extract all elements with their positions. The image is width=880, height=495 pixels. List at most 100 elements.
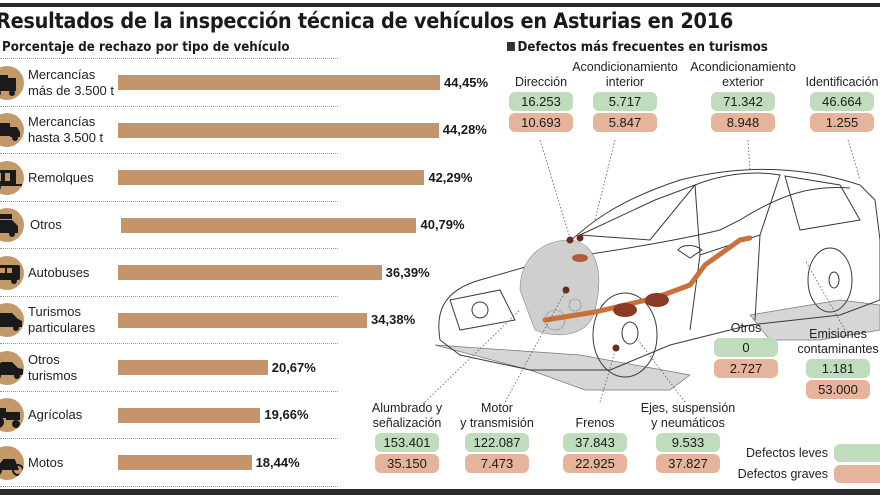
row-separator bbox=[0, 200, 338, 202]
bar-label-line: Autobuses bbox=[28, 264, 90, 280]
bar-label: Agrícolas bbox=[28, 407, 82, 423]
callout-dot bbox=[562, 286, 570, 294]
page-title: Resultados de la inspección técnica de v… bbox=[0, 9, 734, 33]
leader-motor bbox=[504, 289, 567, 403]
bar-label-line: Motos bbox=[28, 454, 64, 470]
steering-box bbox=[572, 254, 588, 262]
defect-value-text: 1.181 bbox=[821, 361, 855, 376]
defect-value-leves: 0 bbox=[714, 338, 778, 357]
defect-value-leves: 16.253 bbox=[509, 92, 573, 111]
front-wheel bbox=[592, 292, 658, 378]
side-mirror bbox=[677, 245, 703, 259]
row-separator bbox=[0, 105, 338, 107]
leader-identificacion bbox=[847, 140, 861, 181]
defect-value-text: 2.727 bbox=[729, 361, 763, 376]
bar bbox=[118, 170, 425, 186]
row-separator bbox=[0, 485, 338, 487]
defect-identificacion: Identificación 46.664 1.255 bbox=[804, 60, 880, 132]
leader-interior bbox=[594, 140, 616, 221]
car-body bbox=[438, 168, 880, 378]
defect-value-text: 53.000 bbox=[818, 382, 858, 397]
defect-value-text: 35.150 bbox=[387, 456, 427, 471]
leader-direccion bbox=[539, 140, 571, 239]
defect-label: Acondicionamiento bbox=[572, 60, 678, 74]
defect-value-text: 153.401 bbox=[383, 435, 431, 450]
bar-value-label: 19,66% bbox=[264, 407, 309, 423]
bar-value-label: 44,28% bbox=[442, 122, 487, 138]
defect-label: interior bbox=[605, 75, 645, 89]
row-separator bbox=[0, 438, 338, 439]
defect-value-leves: 71.342 bbox=[711, 92, 775, 111]
defect-value-text: 7.473 bbox=[480, 456, 514, 471]
defect-acond-exterior: Acondicionamiento exterior 71.342 8.948 bbox=[686, 60, 800, 132]
defect-value-graves: 53.000 bbox=[806, 380, 870, 399]
bar-label-line: Mercancías bbox=[28, 114, 96, 130]
defect-acond-interior: Acondicionamiento interior 5.717 5.847 bbox=[568, 60, 682, 132]
bar-label: Otros turismos bbox=[28, 352, 77, 384]
brand-logo bbox=[471, 301, 489, 319]
defect-value-leves: 122.087 bbox=[465, 433, 529, 452]
spacer bbox=[560, 401, 630, 416]
bar bbox=[118, 407, 261, 423]
legend: Defectos leves Defectos graves bbox=[738, 444, 880, 486]
tractor-icon bbox=[0, 398, 24, 433]
defect-value-text: 46.664 bbox=[822, 94, 862, 109]
spacer bbox=[804, 60, 880, 75]
bar bbox=[118, 75, 440, 91]
bar bbox=[118, 360, 268, 376]
defect-label: Dirección bbox=[514, 75, 568, 89]
defect-otros: Otros 0 2.727 bbox=[712, 321, 780, 378]
bar-label: Mercancías hasta 3.500 t bbox=[28, 114, 103, 146]
bar-row: Autobuses 36,39% bbox=[0, 248, 480, 296]
bar bbox=[118, 312, 368, 328]
defect-label: contaminantes bbox=[797, 342, 879, 356]
bar-label-line: Otros bbox=[28, 351, 60, 367]
rear-wheel bbox=[807, 247, 853, 313]
defect-value-text: 122.087 bbox=[473, 435, 521, 450]
defect-emisiones: Emisiones contaminantes 1.181 53.000 bbox=[796, 327, 880, 399]
car-icon bbox=[0, 303, 24, 338]
leader-ejes bbox=[637, 339, 686, 403]
bar-label-line: particulares bbox=[28, 320, 96, 336]
bar-label: Otros bbox=[30, 217, 62, 233]
bar-label-line: Agrícolas bbox=[28, 407, 83, 423]
defect-value-text: 5.847 bbox=[608, 115, 642, 130]
defect-value-graves: 37.827 bbox=[656, 454, 720, 473]
defect-value-graves: 22.925 bbox=[563, 454, 627, 473]
defects-title-wrap: Defectos más frecuentes en turismos bbox=[507, 39, 768, 55]
bar-label-line: hasta 3.500 t bbox=[28, 130, 104, 146]
exhaust-pipe bbox=[542, 235, 753, 323]
bar-row: Mercancías más de 3.500 t 44,45% bbox=[0, 58, 488, 106]
legend-item-leves: Defectos leves bbox=[740, 444, 880, 463]
defect-value-text: 16.253 bbox=[521, 94, 561, 109]
bar-value-label: 18,44% bbox=[255, 454, 300, 470]
top-rule bbox=[0, 3, 880, 7]
inspection-ramps bbox=[434, 299, 880, 391]
bar-label-line: Mercancías bbox=[28, 66, 96, 82]
legend-item-graves: Defectos graves bbox=[738, 465, 880, 484]
bar-row: Otros 40,79% bbox=[0, 201, 480, 249]
defect-value-leves: 153.401 bbox=[375, 433, 439, 452]
leader-emisiones bbox=[804, 259, 846, 331]
defect-value-text: 0 bbox=[742, 340, 750, 355]
defect-label: Emisiones bbox=[809, 327, 867, 341]
legend-swatch-leves bbox=[834, 444, 880, 462]
motorcycle-icon bbox=[0, 445, 24, 480]
bar-row: Mercancías hasta 3.500 t 44,28% bbox=[0, 106, 487, 154]
defect-frenos: Frenos 37.843 22.925 bbox=[560, 401, 630, 473]
defect-label: Motor bbox=[481, 401, 513, 415]
row-separator bbox=[0, 58, 338, 59]
engine-block bbox=[519, 239, 600, 336]
defect-value-leves: 9.533 bbox=[656, 433, 720, 452]
bar-value-label: 42,29% bbox=[428, 169, 473, 185]
leader-alumbrado bbox=[424, 309, 521, 403]
bar-row: Otros turismos 20,67% bbox=[0, 343, 480, 391]
defects-title: Defectos más frecuentes en turismos bbox=[517, 39, 768, 55]
leader-exterior bbox=[747, 140, 751, 171]
bar-label: Motos bbox=[28, 455, 63, 471]
defect-value-leves: 46.664 bbox=[810, 92, 874, 111]
bar bbox=[121, 217, 417, 233]
sedan-icon bbox=[0, 350, 24, 385]
rejection-bar-chart: Mercancías más de 3.500 t 44,45% Mercancías… bbox=[0, 58, 500, 490]
bar-label: Turismos particulares bbox=[28, 304, 95, 336]
